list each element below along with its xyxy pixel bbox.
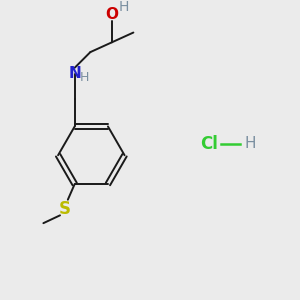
Text: N: N — [68, 66, 81, 81]
Text: O: O — [105, 8, 119, 22]
Text: H: H — [80, 71, 89, 84]
Text: H: H — [118, 0, 129, 14]
Text: S: S — [59, 200, 71, 218]
Text: H: H — [244, 136, 256, 151]
Text: Cl: Cl — [200, 134, 218, 152]
